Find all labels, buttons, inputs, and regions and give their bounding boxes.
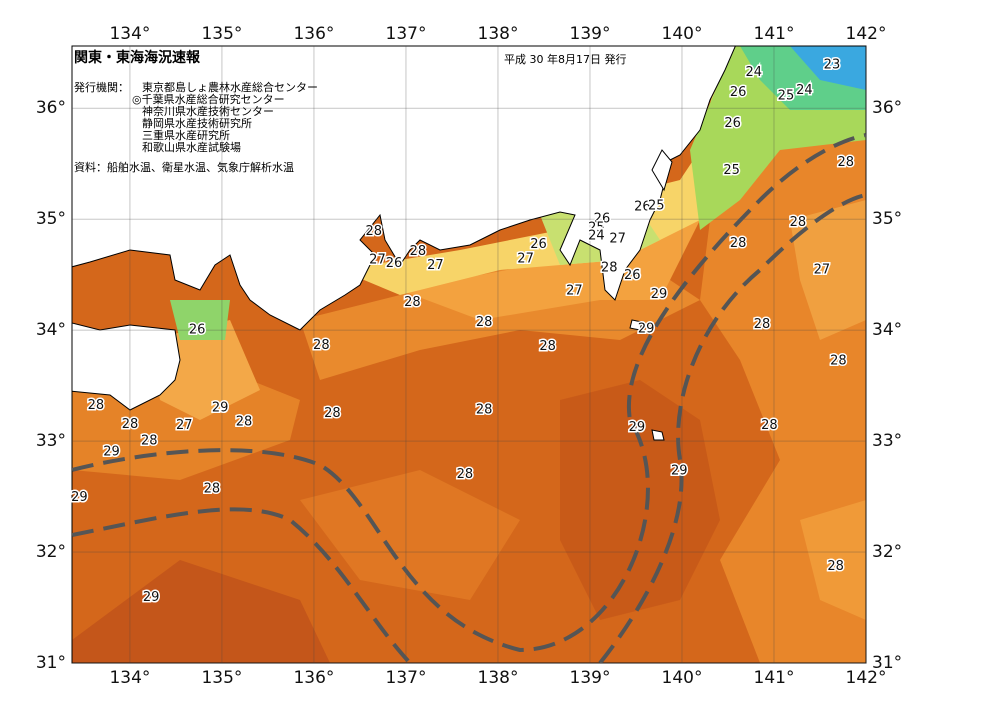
- contour-label: 28: [410, 244, 427, 259]
- contour-label: 27: [517, 252, 534, 267]
- lat-label-right: 33°: [872, 431, 902, 451]
- contour-label: 28: [827, 559, 844, 574]
- lon-label-top: 137°: [386, 24, 427, 44]
- contour-label: 25: [588, 220, 605, 235]
- contour-label: 29: [71, 490, 88, 505]
- contour-label: 29: [651, 287, 668, 302]
- contour-label: 27: [427, 258, 444, 273]
- contour-label: 26: [189, 323, 206, 338]
- contour-label: 28: [601, 260, 618, 275]
- contour-label: 27: [814, 263, 831, 278]
- lon-label-bottom: 142°: [846, 668, 887, 688]
- lat-label-left: 36°: [36, 98, 66, 118]
- contour-label: 24: [588, 228, 605, 243]
- issuer-label: 発行機関：: [74, 80, 129, 94]
- agency: 静岡県水産技術研究所: [142, 116, 252, 130]
- lon-label-top: 142°: [846, 24, 887, 44]
- contour-label: 29: [212, 400, 229, 415]
- contour-label: 26: [386, 256, 403, 271]
- contour-label: 28: [366, 224, 383, 239]
- contour-label: 25: [778, 88, 795, 103]
- lon-label-bottom: 140°: [662, 668, 703, 688]
- lon-label-bottom: 136°: [293, 668, 334, 688]
- contour-label: 28: [457, 467, 474, 482]
- contour-label: 27: [609, 232, 626, 247]
- contour-label: 25: [723, 163, 740, 178]
- contour-label: 26: [724, 116, 741, 131]
- contour-label: 24: [796, 83, 813, 98]
- contour-label: 29: [143, 590, 160, 605]
- contour-label: 27: [566, 284, 583, 299]
- contour-label: 28: [204, 481, 221, 496]
- agency: 和歌山県水産試験場: [142, 140, 241, 154]
- contour-label: 28: [404, 295, 421, 310]
- issue-date: 平成 30 年8月17日 発行: [504, 52, 626, 66]
- contour-label: 29: [638, 321, 655, 336]
- contour-label: 28: [122, 417, 139, 432]
- contour-label: 28: [730, 236, 747, 251]
- contour-label: 28: [236, 415, 253, 430]
- lon-label-bottom: 137°: [386, 668, 427, 688]
- lon-label-top: 139°: [570, 24, 611, 44]
- agency: 三重県水産研究所: [142, 128, 230, 142]
- contour-label: 29: [629, 420, 646, 435]
- lon-label-top: 135°: [201, 24, 242, 44]
- contour-label: 28: [837, 155, 854, 170]
- lat-label-right: 32°: [872, 542, 902, 562]
- agency: 神奈川県水産技術センター: [142, 104, 274, 118]
- contour-label: 27: [176, 418, 193, 433]
- lon-label-top: 141°: [754, 24, 795, 44]
- lat-label-right: 36°: [872, 98, 902, 118]
- contour-label: 26: [624, 268, 641, 283]
- contour-label: 28: [313, 338, 330, 353]
- lat-label-left: 35°: [36, 209, 66, 229]
- lon-label-top: 138°: [478, 24, 519, 44]
- lon-label-bottom: 141°: [754, 668, 795, 688]
- title: 関東・東海海況速報: [74, 49, 201, 66]
- contour-label: 24: [745, 65, 762, 80]
- lat-label-left: 32°: [36, 542, 66, 562]
- contour-label: 29: [103, 445, 120, 460]
- agency-list: 東京都島しょ農林水産総合センター◎千葉県水産総合研究センター神奈川県水産技術セン…: [132, 80, 318, 154]
- lon-label-bottom: 134°: [109, 668, 150, 688]
- contour-label: 26: [634, 199, 651, 214]
- contour-label: 28: [476, 402, 493, 417]
- lon-label-top: 134°: [109, 24, 150, 44]
- contour-label: 28: [324, 406, 341, 421]
- lat-label-left: 34°: [36, 320, 66, 340]
- contour-label: 28: [761, 418, 778, 433]
- contour-label: 28: [141, 434, 158, 449]
- contour-label: 26: [594, 212, 611, 227]
- contour-label: 28: [88, 398, 105, 413]
- lat-label-right: 34°: [872, 320, 902, 340]
- lon-label-bottom: 135°: [201, 668, 242, 688]
- contour-label: 28: [539, 339, 556, 354]
- contour-label: 25: [648, 198, 665, 213]
- contour-label: 28: [830, 354, 847, 369]
- contour-label: 26: [730, 85, 747, 100]
- lat-label-left: 31°: [36, 653, 66, 673]
- lat-label-right: 31°: [872, 653, 902, 673]
- contour-label: 23: [824, 57, 841, 72]
- lat-label-left: 33°: [36, 431, 66, 451]
- contour-label: 26: [530, 237, 547, 252]
- kuroshio-path: [72, 133, 866, 663]
- lon-label-bottom: 139°: [570, 668, 611, 688]
- contour-label: 27: [369, 253, 386, 268]
- contour-label: 28: [476, 315, 493, 330]
- lon-label-top: 136°: [293, 24, 334, 44]
- land: [72, 46, 736, 441]
- contour-label: 28: [790, 215, 807, 230]
- agency: 東京都島しょ農林水産総合センター: [142, 80, 318, 94]
- lat-label-right: 35°: [872, 209, 902, 229]
- data-source: 資料：船舶水温、衛星水温、気象庁解析水温: [74, 160, 294, 174]
- agency: ◎千葉県水産総合研究センター: [132, 92, 285, 106]
- lon-label-bottom: 138°: [478, 668, 519, 688]
- contour-label: 28: [754, 317, 771, 332]
- graticule: [72, 46, 867, 664]
- contour-label: 29: [671, 464, 688, 479]
- lon-label-top: 140°: [662, 24, 703, 44]
